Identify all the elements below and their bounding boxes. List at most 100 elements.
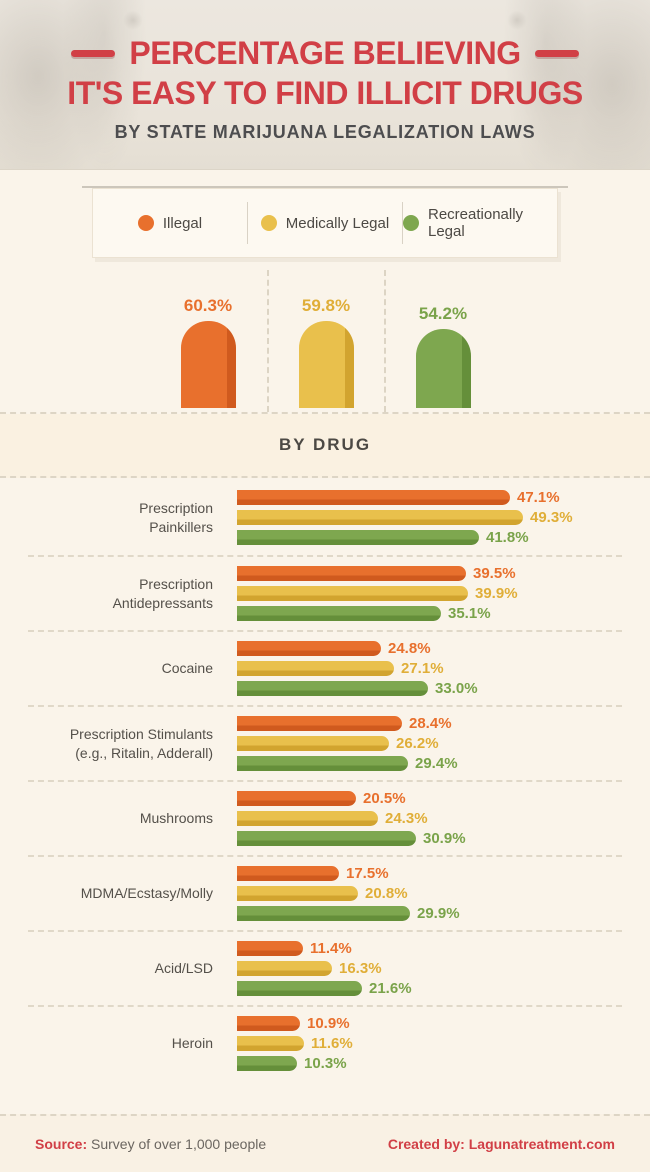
value-label-recreationally-legal: 33.0% xyxy=(435,680,478,697)
bar-recreationally-legal xyxy=(237,606,441,621)
overall-chart: 60.3% 59.8% 54.2% xyxy=(0,270,650,412)
bar-medically-legal xyxy=(237,811,378,826)
header: PERCENTAGE BELIEVING IT'S EASY TO FIND I… xyxy=(0,0,650,170)
source-value: Survey of over 1,000 people xyxy=(91,1136,266,1152)
bar-line-recreationally-legal: 35.1% xyxy=(237,606,622,621)
title-dash-right-icon xyxy=(535,50,579,57)
drug-bars: 24.8%27.1%33.0% xyxy=(237,641,622,696)
bar-medically-legal xyxy=(237,961,332,976)
value-label-medically-legal: 16.3% xyxy=(339,960,382,977)
drug-label: Cocaine xyxy=(28,659,213,678)
value-label-recreationally-legal: 30.9% xyxy=(423,830,466,847)
bar-illegal xyxy=(237,941,303,956)
value-label-illegal: 28.4% xyxy=(409,715,452,732)
drug-row-mushrooms: Mushrooms 20.5% 24.3% 30.9% xyxy=(28,780,622,855)
bar-line-medically-legal: 16.3% xyxy=(237,961,622,976)
bar-illegal xyxy=(237,791,356,806)
bar-medically-legal xyxy=(237,736,389,751)
bar-line-illegal: 39.5% xyxy=(237,566,622,581)
drug-row-heroin: Heroin10.9%11.6%10.3% xyxy=(28,1005,622,1080)
bar-line-medically-legal: 26.2% xyxy=(237,736,622,751)
legend-box: IllegalMedically LegalRecreationally Leg… xyxy=(92,188,558,258)
by-drug-title: BY DRUG xyxy=(279,435,371,455)
drug-row-mdma-ecstasy-molly: MDMA/Ecstasy/Molly 17.5%20.8%29.9% xyxy=(28,855,622,930)
bar-line-illegal: 28.4% xyxy=(237,716,622,731)
drug-bars: 47.1% 49.3%41.8% xyxy=(237,490,622,545)
bar-line-medically-legal: 49.3% xyxy=(237,510,622,525)
value-label-recreationally-legal: 21.6% xyxy=(369,980,412,997)
legend-item-recreationally-legal: Recreationally Legal xyxy=(402,202,557,244)
overall-value-label: 59.8% xyxy=(302,296,350,316)
drug-row-cocaine: Cocaine 24.8%27.1%33.0% xyxy=(28,630,622,705)
by-drug-chart: PrescriptionPainkillers47.1%49.3%41.8%Pr… xyxy=(0,478,650,1080)
bottom-spacer xyxy=(0,1080,650,1114)
bar-illegal xyxy=(237,866,339,881)
value-label-medically-legal: 24.3% xyxy=(385,810,428,827)
bar-line-medically-legal: 24.3% xyxy=(237,811,622,826)
value-label-medically-legal: 39.9% xyxy=(475,585,518,602)
value-label-medically-legal: 26.2% xyxy=(396,735,439,752)
drug-row-prescription-painkillers: PrescriptionPainkillers 47.1% 49.3%41.8% xyxy=(28,480,622,555)
bar-line-recreationally-legal: 21.6% xyxy=(237,981,622,996)
legend-item-medically-legal: Medically Legal xyxy=(247,202,402,244)
overall-bar-group-medically-legal: 59.8% xyxy=(267,270,384,412)
bar-line-medically-legal: 39.9% xyxy=(237,586,622,601)
bar-recreationally-legal xyxy=(237,756,408,771)
created-by-link[interactable]: Created by: Lagunatreatment.com xyxy=(388,1136,615,1152)
legend: IllegalMedically LegalRecreationally Leg… xyxy=(92,188,558,258)
value-label-recreationally-legal: 29.9% xyxy=(417,905,460,922)
drug-label: MDMA/Ecstasy/Molly xyxy=(28,884,213,903)
bar-medically-legal xyxy=(237,661,394,676)
value-label-illegal: 10.9% xyxy=(307,1015,350,1032)
bar-line-recreationally-legal: 29.4% xyxy=(237,756,622,771)
page-subtitle: BY STATE MARIJUANA LEGALIZATION LAWS xyxy=(0,122,650,143)
overall-bar-group-illegal: 60.3% xyxy=(150,270,267,412)
drug-bars: 11.4% 16.3% 21.6% xyxy=(237,941,622,996)
title-dash-left-icon xyxy=(71,50,115,57)
bar-line-illegal: 47.1% xyxy=(237,490,622,505)
overall-bar-group-recreationally-legal: 54.2% xyxy=(384,270,501,412)
bar-illegal xyxy=(237,490,510,505)
legend-label: Recreationally Legal xyxy=(428,206,557,240)
drug-bars: 10.9% 11.6% 10.3% xyxy=(237,1016,622,1071)
drug-bars: 39.5% 39.9% 35.1% xyxy=(237,566,622,621)
bar-line-medically-legal: 11.6% xyxy=(237,1036,622,1051)
bar-line-illegal: 10.9% xyxy=(237,1016,622,1031)
bar-medically-legal xyxy=(237,586,468,601)
bar-recreationally-legal xyxy=(237,981,362,996)
drug-label: Prescription Stimulants(e.g., Ritalin, A… xyxy=(28,725,213,763)
drug-bars: 17.5%20.8%29.9% xyxy=(237,866,622,921)
legend-dot-illegal-icon xyxy=(138,215,154,231)
drug-label: PrescriptionPainkillers xyxy=(28,499,213,537)
bar-line-illegal: 11.4% xyxy=(237,941,622,956)
value-label-recreationally-legal: 10.3% xyxy=(304,1055,347,1072)
value-label-illegal: 17.5% xyxy=(346,865,389,882)
overall-bar-medically-legal xyxy=(299,321,354,408)
bar-recreationally-legal xyxy=(237,681,428,696)
bar-recreationally-legal xyxy=(237,906,410,921)
drug-label: PrescriptionAntidepressants xyxy=(28,575,213,613)
bar-medically-legal xyxy=(237,1036,304,1051)
value-label-medically-legal: 49.3% xyxy=(530,509,573,526)
bar-line-recreationally-legal: 33.0% xyxy=(237,681,622,696)
bar-illegal xyxy=(237,641,381,656)
value-label-illegal: 24.8% xyxy=(388,640,431,657)
bar-recreationally-legal xyxy=(237,530,479,545)
value-label-recreationally-legal: 35.1% xyxy=(448,605,491,622)
source-text: Source: Survey of over 1,000 people xyxy=(35,1136,266,1152)
bar-line-recreationally-legal: 29.9% xyxy=(237,906,622,921)
drug-bars: 28.4% 26.2% 29.4% xyxy=(237,716,622,771)
bar-line-illegal: 24.8% xyxy=(237,641,622,656)
value-label-recreationally-legal: 41.8% xyxy=(486,529,529,546)
bar-line-recreationally-legal: 30.9% xyxy=(237,831,622,846)
bar-recreationally-legal xyxy=(237,831,416,846)
drug-bars: 20.5% 24.3% 30.9% xyxy=(237,791,622,846)
drug-row-prescription-stimulants-e-g-ritalin-adderall: Prescription Stimulants(e.g., Ritalin, A… xyxy=(28,705,622,780)
overall-value-label: 54.2% xyxy=(419,304,467,324)
overall-value-label: 60.3% xyxy=(184,296,232,316)
bar-illegal xyxy=(237,566,466,581)
value-label-illegal: 20.5% xyxy=(363,790,406,807)
drug-label: Mushrooms xyxy=(28,809,213,828)
title-line-2: IT'S EASY TO FIND ILLICIT DRUGS xyxy=(0,74,650,112)
value-label-recreationally-legal: 29.4% xyxy=(415,755,458,772)
